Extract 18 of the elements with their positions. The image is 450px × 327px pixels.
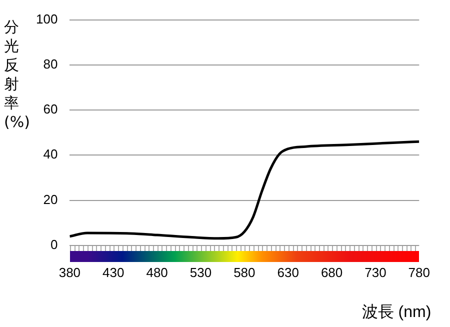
y-tick-label: 60	[43, 102, 58, 117]
y-tick-label: 40	[43, 146, 58, 162]
x-axis-title: 波長 (nm)	[362, 302, 432, 323]
y-tick-label: 20	[43, 192, 58, 207]
y-axis-title: 分光反射率 (%)	[4, 18, 30, 132]
x-tick-label: 430	[102, 264, 124, 280]
x-tick-label: 780	[408, 264, 430, 280]
y-tick-label: 0	[50, 236, 58, 252]
x-tick-label: 580	[234, 264, 256, 280]
y-tick-label: 100	[36, 11, 58, 26]
x-tick-label: 530	[190, 264, 212, 280]
x-tick-label: 730	[364, 264, 386, 280]
x-tick-label: 680	[320, 264, 343, 280]
y-tick-label: 80	[43, 56, 58, 72]
x-tick-label: 380	[58, 264, 81, 280]
x-tick-label: 630	[277, 264, 299, 280]
x-tick-label: 480	[146, 264, 168, 280]
line-series	[70, 140, 420, 240]
